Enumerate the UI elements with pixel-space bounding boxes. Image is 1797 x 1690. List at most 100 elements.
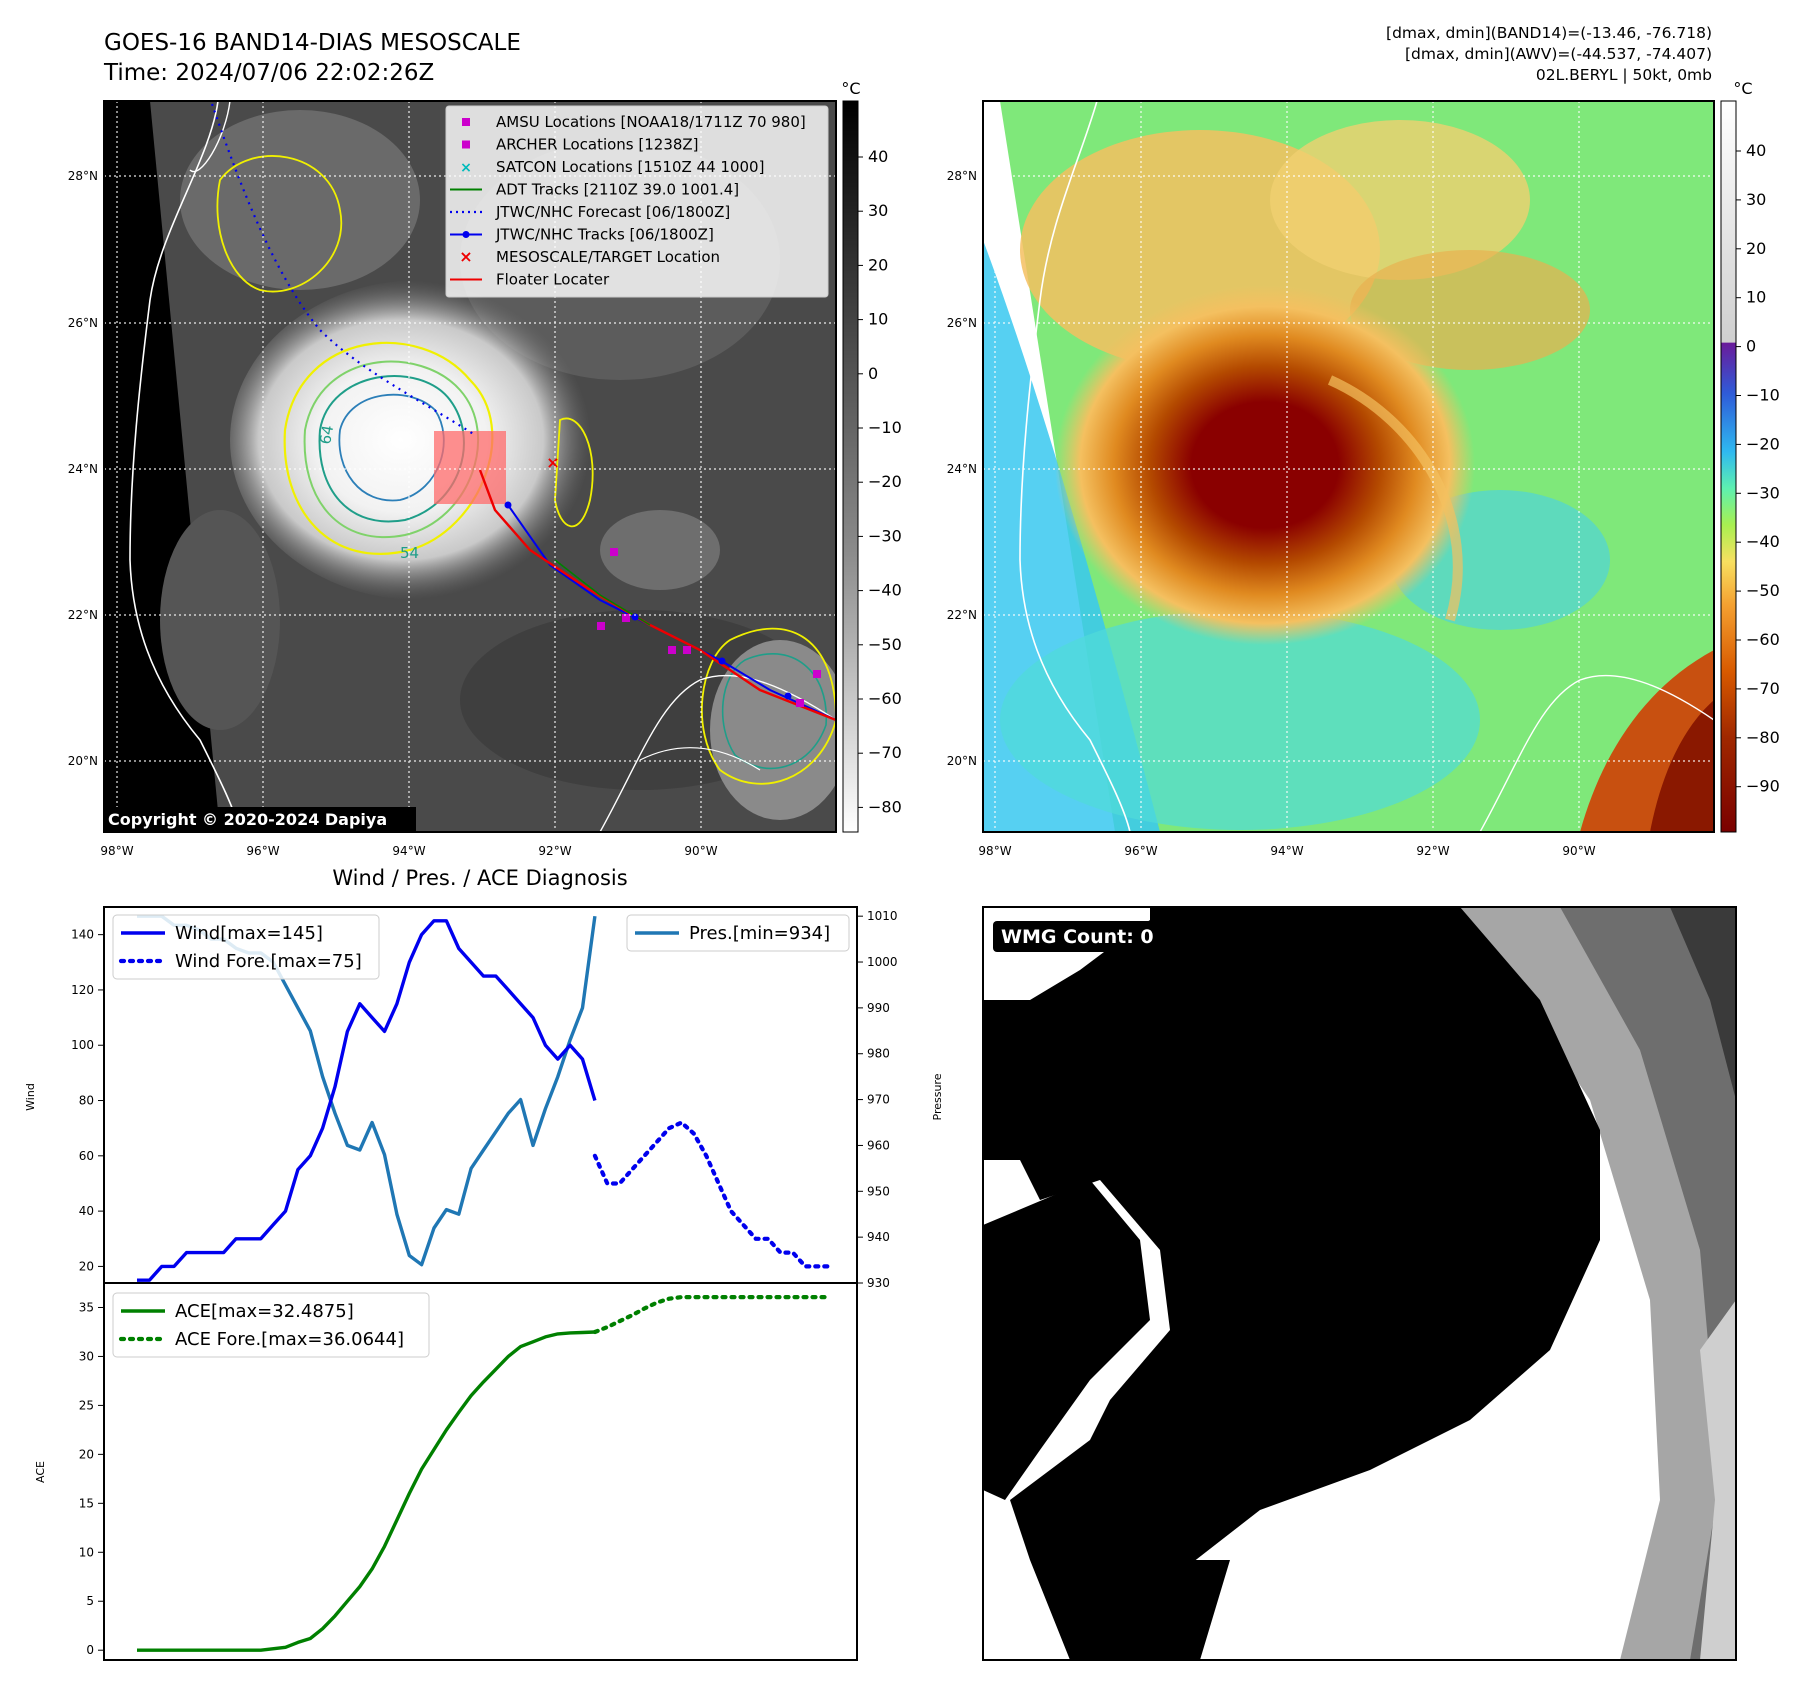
legend-entry-label: SATCON Locations [1510Z 44 1000] xyxy=(496,158,764,176)
info-line3: 02L.BERYL | 50kt, 0mb xyxy=(1536,66,1712,84)
main-title-line2: Time: 2024/07/06 22:02:26Z xyxy=(103,60,434,86)
legend-entry: JTWC/NHC Forecast [06/1800Z] xyxy=(450,203,730,221)
ace-tick-label: 35 xyxy=(79,1300,94,1314)
wind-tick-label: 60 xyxy=(79,1149,94,1163)
legend-entry-label: MESOSCALE/TARGET Location xyxy=(496,248,720,266)
ace-series-line xyxy=(137,1330,595,1652)
right-colorbar xyxy=(1720,100,1737,833)
right-lon-98: 98°W xyxy=(978,844,1011,858)
wind-legend: Wind[max=145] Wind Fore.[max=75] xyxy=(112,914,380,980)
legend-square-marker xyxy=(462,118,470,126)
colorbar-tick-label: −10 xyxy=(868,418,902,437)
ace-tick-label: 25 xyxy=(79,1398,94,1412)
left-lat-26: 26°N xyxy=(68,316,98,330)
left-lon-92: 92°W xyxy=(538,844,571,858)
svg-text:×: × xyxy=(546,453,559,472)
ace-tick-label: 10 xyxy=(79,1545,94,1559)
pressure-tick-label: 1010 xyxy=(867,909,898,923)
wind-forecast-series-line xyxy=(592,1120,833,1269)
wmg-panel: WMG Count: 0 xyxy=(982,906,1737,1661)
colorbar-tick-label: 40 xyxy=(1746,141,1766,160)
pressure-tick-label: 940 xyxy=(867,1230,890,1244)
right-lat-20: 20°N xyxy=(947,754,977,768)
colorbar-tick-label: 10 xyxy=(868,310,888,329)
pressure-tick-label: 1000 xyxy=(867,955,898,969)
left-map-lat-labels: 28°N 26°N 24°N 22°N 20°N xyxy=(68,169,98,768)
left-colorbar xyxy=(842,100,859,833)
colorbar-tick-label: 20 xyxy=(1746,239,1766,258)
legend-entry: Floater Locater xyxy=(450,271,610,289)
colorbar-tick-label: 20 xyxy=(868,255,888,274)
contour-label-64: 64 xyxy=(316,424,337,446)
info-line1: [dmax, dmin](BAND14)=(-13.46, -76.718) xyxy=(1386,24,1712,42)
pressure-axis-label: Pressure xyxy=(931,1073,944,1120)
pressure-tick-label: 930 xyxy=(867,1276,890,1290)
wind-tick-label: 80 xyxy=(79,1094,94,1108)
pressure-tick-label: 960 xyxy=(867,1138,890,1152)
colorbar-tick-label: −30 xyxy=(868,526,902,545)
pressure-tick-label: 980 xyxy=(867,1047,890,1061)
wind-tick-label: 100 xyxy=(71,1038,94,1052)
legend-x-marker: × xyxy=(459,247,472,266)
copyright-label: Copyright © 2020-2024 Dapiya xyxy=(108,810,387,829)
legend-entry: JTWC/NHC Tracks [06/1800Z] xyxy=(450,226,714,244)
right-lat-26: 26°N xyxy=(947,316,977,330)
colorbar-tick-label: 0 xyxy=(1746,337,1756,356)
legend-label: ACE Fore.[max=36.0644] xyxy=(175,1329,404,1350)
wind-tick-label: 20 xyxy=(79,1259,94,1273)
left-lon-96: 96°W xyxy=(246,844,279,858)
legend-square-marker xyxy=(462,140,470,149)
ace-legend: ACE[max=32.4875] ACE Fore.[max=36.0644] xyxy=(112,1292,430,1358)
colorbar-tick-label: 30 xyxy=(868,201,888,220)
right-map-lat-labels: 28°N 26°N 24°N 22°N 20°N xyxy=(947,169,977,768)
legend-entry: ARCHER Locations [1238Z] xyxy=(462,136,699,154)
pressure-tick-label: 970 xyxy=(867,1093,890,1107)
left-map-lon-labels: 98°W 96°W 94°W 92°W 90°W xyxy=(100,844,717,858)
left-lon-98: 98°W xyxy=(100,844,133,858)
legend-entry: × SATCON Locations [1510Z 44 1000] xyxy=(460,158,764,176)
right-lon-96: 96°W xyxy=(1124,844,1157,858)
legend-label: ACE[max=32.4875] xyxy=(175,1301,354,1322)
wind-axis-label: Wind xyxy=(24,1083,37,1111)
ace-tick-label: 0 xyxy=(86,1643,94,1657)
main-title-line1: GOES-16 BAND14-DIAS MESOSCALE xyxy=(104,30,521,56)
left-lat-22: 22°N xyxy=(68,608,98,622)
wind-tick-label: 140 xyxy=(71,928,94,942)
left-map: × 64 54 Copyright © 2020-2024 Dapiya AMS… xyxy=(68,79,902,858)
legend-frame xyxy=(112,914,380,980)
colorbar-tick-label: −10 xyxy=(1746,386,1780,405)
left-lat-20: 20°N xyxy=(68,754,98,768)
legend-label: Pres.[min=934] xyxy=(689,923,830,944)
right-lat-22: 22°N xyxy=(947,608,977,622)
right-lon-92: 92°W xyxy=(1416,844,1449,858)
pressure-tick-label: 990 xyxy=(867,1001,890,1015)
right-lon-90: 90°W xyxy=(1562,844,1595,858)
ace-tick-label: 5 xyxy=(86,1594,94,1608)
diagnosis-title: Wind / Pres. / ACE Diagnosis xyxy=(332,866,627,890)
right-lon-94: 94°W xyxy=(1270,844,1303,858)
colorbar-tick-label: 10 xyxy=(1746,288,1766,307)
legend-frame xyxy=(626,914,850,952)
wind-tick-label: 40 xyxy=(79,1204,94,1218)
colorbar-tick-label: −60 xyxy=(868,689,902,708)
legend-track-dot xyxy=(462,231,470,238)
legend-cross-marker: × xyxy=(460,160,472,176)
legend-entry-label: Floater Locater xyxy=(496,271,610,289)
legend-frame xyxy=(112,1292,430,1358)
ace-tick-label: 15 xyxy=(79,1496,94,1510)
colorbar-tick-label: −60 xyxy=(1746,630,1780,649)
legend-label: Wind Fore.[max=75] xyxy=(175,951,362,972)
ace-axis-label: ACE xyxy=(34,1461,47,1483)
right-map: 28°N 26°N 24°N 22°N 20°N 98°W 96°W 94°W … xyxy=(947,79,1780,858)
left-lat-28: 28°N xyxy=(68,169,98,183)
wind-series-line xyxy=(137,919,597,1282)
colorbar-tick-label: −40 xyxy=(868,581,902,600)
legend-entry-label: JTWC/NHC Tracks [06/1800Z] xyxy=(495,226,714,244)
ace-forecast-series-line xyxy=(592,1294,833,1335)
colorbar-tick-label: −70 xyxy=(1746,679,1780,698)
left-map-legend: AMSU Locations [NOAA18/1711Z 70 980] ARCH… xyxy=(445,105,829,298)
right-lat-24: 24°N xyxy=(947,462,977,476)
legend-entry-label: ARCHER Locations [1238Z] xyxy=(496,136,699,154)
colorbar-tick-label: −50 xyxy=(868,635,902,654)
